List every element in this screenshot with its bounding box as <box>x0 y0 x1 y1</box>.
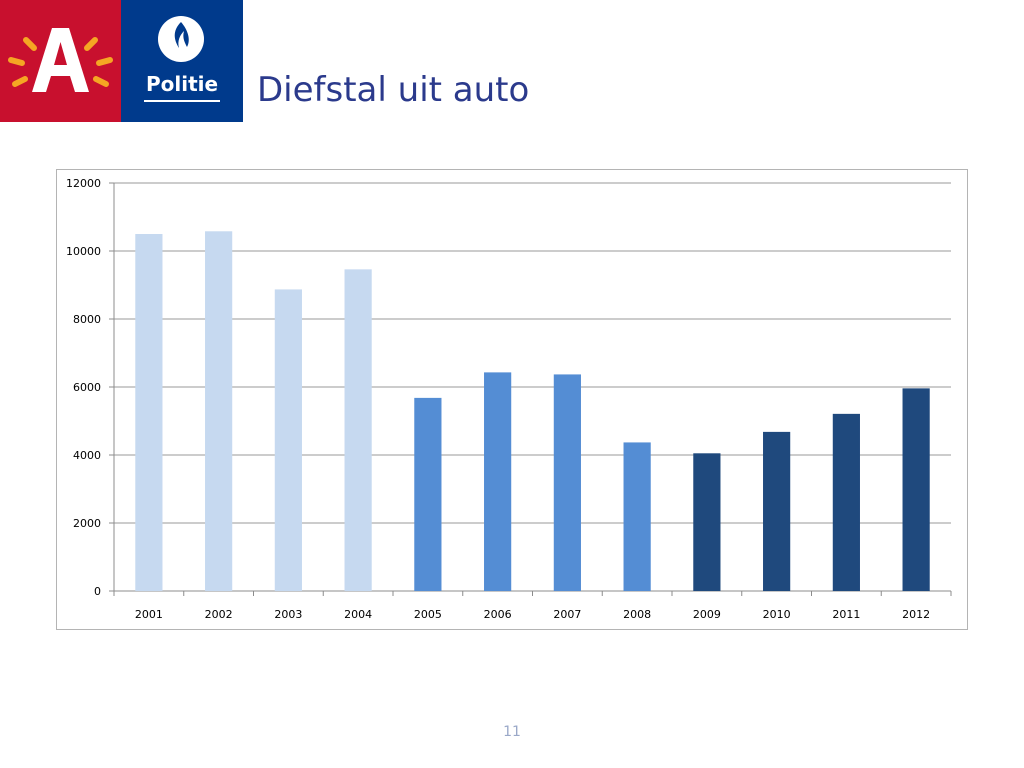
bar-2009 <box>693 453 721 591</box>
bar-2012 <box>902 388 930 591</box>
bar-2004 <box>344 269 372 591</box>
bar-2006 <box>484 372 512 591</box>
x-tick-label: 2006 <box>484 608 512 621</box>
bar-2008 <box>623 442 651 591</box>
x-tick-label: 2010 <box>763 608 791 621</box>
y-tick-label: 8000 <box>73 313 101 326</box>
y-tick-label: 6000 <box>73 381 101 394</box>
y-axis-ticks: 0 2000 4000 6000 8000 10000 12000 <box>66 177 115 598</box>
bar-chart: 0 2000 4000 6000 8000 10000 12000 2001 2002 2003… <box>66 177 952 621</box>
page-title: Diefstal uit auto <box>257 70 530 110</box>
police-logo-underline <box>144 100 220 102</box>
x-tick-label: 2012 <box>902 608 930 621</box>
x-tick-label: 2003 <box>274 608 302 621</box>
antwerp-logo <box>0 0 121 122</box>
y-tick-label: 12000 <box>66 177 101 190</box>
gridlines <box>114 182 951 592</box>
bar-2005 <box>414 397 442 591</box>
x-tick-label: 2009 <box>693 608 721 621</box>
bars <box>135 231 930 591</box>
x-tick-label: 2004 <box>344 608 372 621</box>
y-tick-label: 10000 <box>66 245 101 258</box>
x-tick-label: 2007 <box>553 608 581 621</box>
y-tick-label: 0 <box>94 585 101 598</box>
y-tick-label: 4000 <box>73 449 101 462</box>
bar-2010 <box>763 431 791 591</box>
x-tick-label: 2005 <box>414 608 442 621</box>
police-logo: Politie <box>121 0 243 122</box>
antwerp-a-icon <box>8 28 113 92</box>
police-logo-label: Politie <box>145 72 219 96</box>
x-axis: 2001 2002 2003 2004 2005 2006 2007 2008 2009 2010… <box>113 591 952 621</box>
bar-2001 <box>135 234 163 591</box>
flame-emblem-icon <box>158 16 204 62</box>
y-tick-label: 2000 <box>73 517 101 530</box>
x-tick-label: 2001 <box>135 608 163 621</box>
bar-2011 <box>832 413 860 591</box>
bar-2007 <box>553 374 581 591</box>
bar-2003 <box>274 289 302 591</box>
bar-2002 <box>205 231 233 591</box>
chart-frame: 0 2000 4000 6000 8000 10000 12000 2001 2002 2003… <box>56 169 968 630</box>
x-tick-label: 2002 <box>205 608 233 621</box>
x-tick-label: 2011 <box>832 608 860 621</box>
page-number: 11 <box>503 724 521 740</box>
x-tick-label: 2008 <box>623 608 651 621</box>
